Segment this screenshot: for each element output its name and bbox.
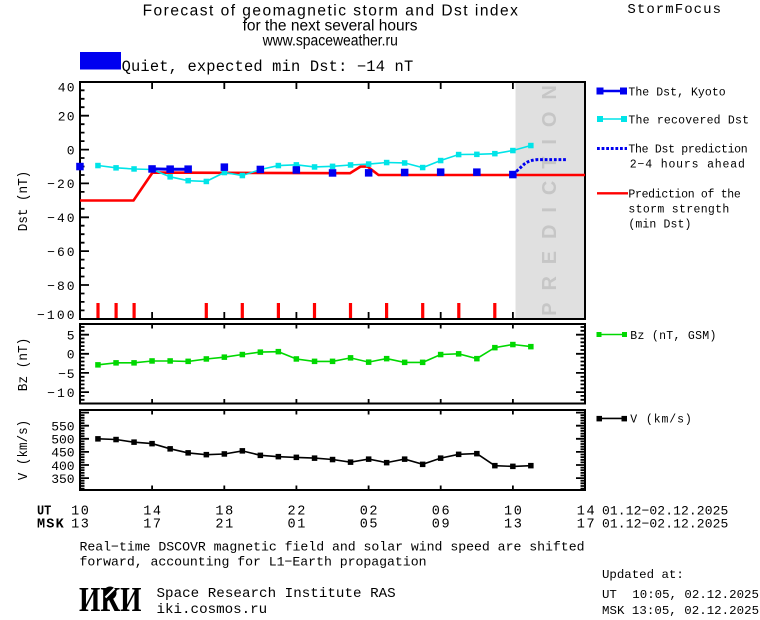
svg-text:MSK: MSK bbox=[37, 518, 65, 533]
svg-text:−60: −60 bbox=[47, 245, 75, 260]
svg-text:−5: −5 bbox=[58, 367, 75, 382]
svg-text:StormFocus: StormFocus bbox=[627, 2, 721, 18]
svg-text:The recovered Dst: The recovered Dst bbox=[628, 114, 749, 127]
svg-text:01.12−02.12.2025: 01.12−02.12.2025 bbox=[602, 517, 728, 532]
svg-text:02: 02 bbox=[360, 505, 378, 520]
svg-text:Bz (nT): Bz (nT) bbox=[16, 338, 32, 391]
svg-text:350: 350 bbox=[51, 472, 74, 487]
svg-text:17: 17 bbox=[143, 518, 161, 533]
svg-text:iki.cosmos.ru: iki.cosmos.ru bbox=[157, 602, 268, 618]
svg-text:14: 14 bbox=[143, 505, 161, 520]
svg-text:The Dst prediction: The Dst prediction bbox=[628, 144, 747, 157]
svg-text:www.spaceweather.ru: www.spaceweather.ru bbox=[262, 33, 398, 50]
svg-text:Real−time DSCOVR magnetic fiel: Real−time DSCOVR magnetic field and sola… bbox=[80, 540, 585, 555]
svg-text:550: 550 bbox=[51, 420, 74, 435]
svg-text:400: 400 bbox=[51, 459, 74, 474]
svg-text:Updated at:: Updated at: bbox=[602, 568, 684, 582]
svg-text:21: 21 bbox=[215, 518, 233, 533]
svg-text:Dst (nT): Dst (nT) bbox=[16, 171, 32, 231]
svg-text:5: 5 bbox=[67, 329, 75, 344]
svg-text:01.12−02.12.2025: 01.12−02.12.2025 bbox=[602, 504, 728, 519]
svg-text:500: 500 bbox=[51, 433, 74, 448]
svg-text:−20: −20 bbox=[47, 177, 75, 192]
svg-text:Prediction of the: Prediction of the bbox=[628, 189, 740, 202]
svg-text:17: 17 bbox=[577, 518, 595, 533]
svg-text:for the next several hours: for the next several hours bbox=[243, 18, 418, 35]
svg-text:V (km/s): V (km/s) bbox=[16, 420, 32, 480]
svg-text:10: 10 bbox=[71, 505, 89, 520]
svg-text:−10: −10 bbox=[47, 386, 75, 401]
svg-text:storm strength: storm strength bbox=[628, 204, 729, 217]
svg-text:forward, accounting for L1−Ear: forward, accounting for L1−Earth propaga… bbox=[80, 555, 427, 570]
svg-text:0: 0 bbox=[67, 143, 75, 158]
svg-text:ИКИ: ИКИ bbox=[79, 580, 142, 619]
svg-text:22: 22 bbox=[288, 505, 306, 520]
svg-text:05: 05 bbox=[360, 518, 378, 533]
svg-text:−40: −40 bbox=[47, 211, 75, 226]
svg-text:13: 13 bbox=[71, 518, 89, 533]
svg-text:(min Dst): (min Dst) bbox=[628, 219, 691, 232]
svg-text:UT: UT bbox=[602, 588, 617, 602]
svg-text:MSK 13:05, 02.12.2025: MSK 13:05, 02.12.2025 bbox=[602, 604, 759, 618]
svg-text:18: 18 bbox=[215, 505, 233, 520]
svg-text:UT: UT bbox=[37, 505, 51, 520]
svg-text:Space Research Institute RAS: Space Research Institute RAS bbox=[157, 586, 396, 602]
svg-text:0: 0 bbox=[67, 348, 75, 363]
svg-text:14: 14 bbox=[577, 505, 595, 520]
svg-text:40: 40 bbox=[58, 81, 75, 96]
svg-text:Bz (nT, GSM): Bz (nT, GSM) bbox=[630, 330, 716, 343]
svg-text:The Dst, Kyoto: The Dst, Kyoto bbox=[628, 86, 725, 99]
svg-text:20: 20 bbox=[58, 110, 75, 125]
svg-text:10: 10 bbox=[504, 505, 522, 520]
svg-text:06: 06 bbox=[432, 505, 450, 520]
svg-text:Quiet, expected min Dst: −14 n: Quiet, expected min Dst: −14 nT bbox=[122, 58, 414, 76]
svg-text:V (km/s): V (km/s) bbox=[630, 414, 692, 427]
svg-text:−80: −80 bbox=[47, 279, 75, 294]
svg-text:09: 09 bbox=[432, 518, 450, 533]
svg-text:10:05, 02.12.2025: 10:05, 02.12.2025 bbox=[632, 588, 759, 602]
svg-text:2−4 hours ahead: 2−4 hours ahead bbox=[630, 159, 745, 172]
svg-text:01: 01 bbox=[288, 518, 306, 533]
svg-text:450: 450 bbox=[51, 446, 74, 461]
svg-text:13: 13 bbox=[504, 518, 522, 533]
